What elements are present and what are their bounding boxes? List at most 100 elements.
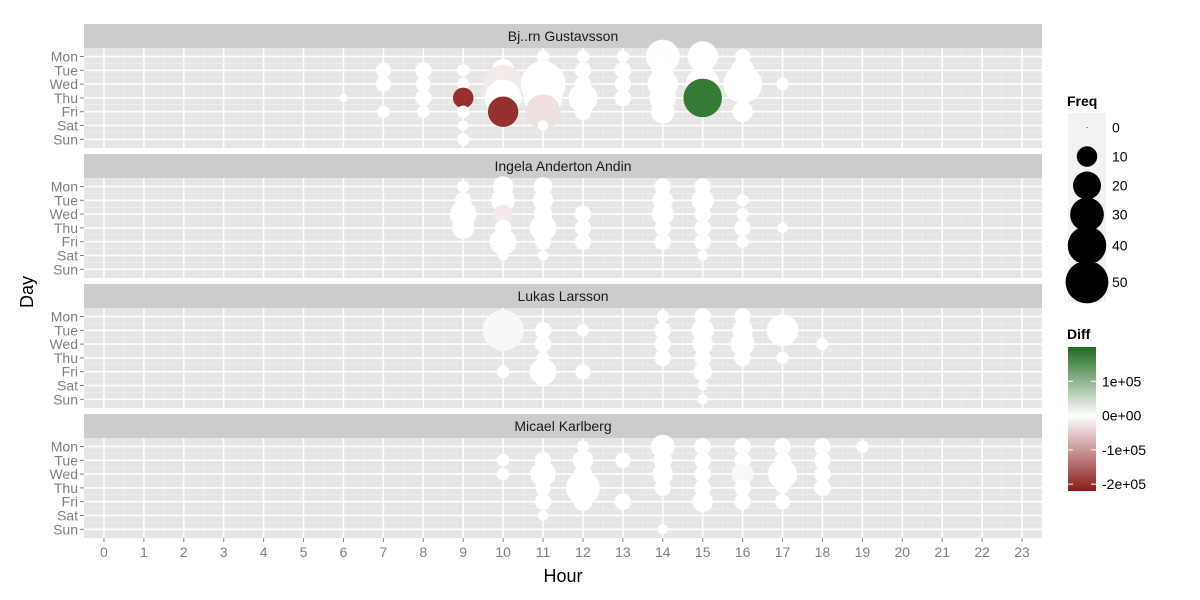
data-point bbox=[694, 452, 711, 469]
data-point bbox=[457, 77, 470, 91]
data-point bbox=[452, 87, 474, 109]
y-tick-label: Mon bbox=[51, 179, 78, 195]
y-tick-label: Thu bbox=[54, 90, 78, 106]
data-point bbox=[814, 438, 831, 455]
y-tick-label: Tue bbox=[54, 192, 78, 208]
data-point bbox=[616, 50, 630, 63]
y-tick-label: Fri bbox=[62, 364, 78, 380]
size-legend-label: 40 bbox=[1112, 238, 1128, 254]
data-point bbox=[736, 91, 749, 105]
y-tick-label: Mon bbox=[51, 439, 78, 455]
data-point bbox=[694, 205, 711, 223]
x-axis: 0 1 2 3 4 5 6 7 8 9 10 11 12 13 14 15 16 17 18 19 20 21 22 23 bbox=[100, 538, 1030, 560]
data-point bbox=[375, 76, 391, 92]
y-tick-label: Sat bbox=[57, 248, 78, 264]
y-tick-label: Sat bbox=[57, 118, 78, 134]
y-tick-label: Wed bbox=[49, 336, 78, 352]
x-tick-label: 1 bbox=[140, 544, 148, 560]
y-axis-title: Day bbox=[17, 276, 37, 308]
x-tick-label: 9 bbox=[459, 544, 467, 560]
data-point bbox=[736, 235, 749, 248]
data-point bbox=[574, 233, 592, 250]
data-point bbox=[656, 310, 669, 323]
data-point bbox=[496, 467, 510, 481]
data-point bbox=[529, 358, 557, 386]
data-point bbox=[697, 380, 708, 391]
data-point bbox=[482, 309, 524, 351]
x-tick-label: 13 bbox=[615, 544, 631, 560]
y-tick-label: Sat bbox=[57, 378, 78, 394]
data-point bbox=[736, 194, 749, 207]
size-legend-symbol bbox=[1073, 171, 1101, 200]
data-point bbox=[493, 204, 513, 224]
data-point bbox=[377, 105, 390, 118]
data-point bbox=[694, 219, 711, 237]
data-point bbox=[730, 332, 755, 357]
y-tick-label: Tue bbox=[54, 322, 78, 338]
data-point bbox=[497, 250, 509, 261]
data-point bbox=[339, 93, 348, 102]
x-tick-label: 19 bbox=[855, 544, 871, 560]
data-point bbox=[683, 78, 722, 118]
y-tick-label: Thu bbox=[54, 480, 78, 496]
facet-strip bbox=[84, 24, 1042, 48]
x-tick-label: 15 bbox=[695, 544, 711, 560]
data-point bbox=[496, 454, 510, 467]
data-point bbox=[694, 479, 711, 497]
x-tick-label: 14 bbox=[655, 544, 671, 560]
data-point bbox=[530, 461, 556, 487]
color-legend-title: Diff bbox=[1067, 326, 1091, 342]
data-point bbox=[654, 322, 672, 339]
size-legend-title: Freq bbox=[1067, 93, 1097, 109]
y-tick-label: Mon bbox=[51, 49, 78, 65]
data-point bbox=[776, 481, 789, 495]
facet-strip bbox=[84, 284, 1042, 308]
y-tick-label: Wed bbox=[49, 76, 78, 92]
size-legend-label: 50 bbox=[1112, 274, 1128, 290]
size-legend-label: 10 bbox=[1112, 149, 1128, 165]
data-point bbox=[814, 452, 831, 469]
data-point bbox=[568, 83, 598, 113]
x-tick-label: 2 bbox=[180, 544, 188, 560]
x-tick-label: 16 bbox=[735, 544, 751, 560]
data-point bbox=[534, 233, 552, 250]
data-point bbox=[537, 120, 549, 131]
size-legend-label: 30 bbox=[1112, 207, 1128, 223]
x-tick-label: 11 bbox=[536, 544, 551, 560]
x-tick-label: 4 bbox=[260, 544, 268, 560]
x-tick-label: 18 bbox=[815, 544, 831, 560]
x-tick-label: 7 bbox=[379, 544, 387, 560]
data-point bbox=[691, 189, 714, 212]
data-point bbox=[654, 349, 672, 367]
data-point bbox=[415, 62, 432, 79]
data-point bbox=[692, 333, 713, 355]
color-legend: Diff 1e+05 0e+00 -1e+05 -2e+05 bbox=[1067, 326, 1146, 492]
data-point bbox=[614, 493, 632, 510]
data-point bbox=[650, 99, 675, 124]
size-legend-label: 20 bbox=[1112, 178, 1128, 194]
y-tick-label: Sat bbox=[57, 508, 78, 524]
x-tick-label: 17 bbox=[775, 544, 791, 560]
y-tick-label: Sun bbox=[53, 131, 78, 147]
data-point bbox=[766, 314, 799, 347]
data-point bbox=[614, 75, 632, 93]
data-point bbox=[651, 202, 674, 226]
x-tick-label: 10 bbox=[495, 544, 511, 560]
data-point bbox=[525, 94, 561, 130]
x-tick-label: 0 bbox=[100, 544, 108, 560]
data-point bbox=[615, 452, 631, 468]
data-point bbox=[529, 214, 557, 242]
data-point bbox=[732, 101, 753, 122]
x-tick-label: 12 bbox=[575, 544, 591, 560]
y-tick-label: Fri bbox=[62, 104, 78, 120]
y-tick-label: Sun bbox=[53, 521, 78, 537]
data-point bbox=[457, 120, 469, 131]
color-legend-label: -2e+05 bbox=[1102, 476, 1146, 492]
data-point bbox=[537, 250, 549, 261]
facet-strip-label: Bj..rn Gustavsson bbox=[508, 28, 619, 44]
y-tick-label: Thu bbox=[54, 220, 78, 236]
color-legend-label: 0e+00 bbox=[1102, 408, 1142, 424]
data-point bbox=[575, 364, 591, 380]
